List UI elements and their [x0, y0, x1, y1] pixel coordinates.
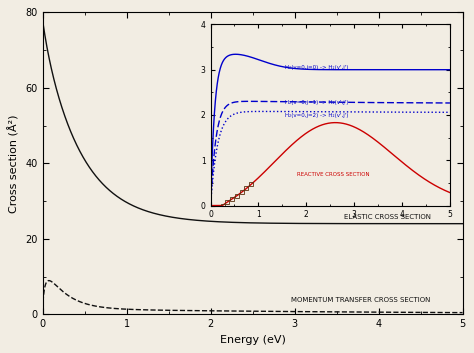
- Y-axis label: Cross section (Å²): Cross section (Å²): [9, 114, 20, 213]
- X-axis label: Energy (eV): Energy (eV): [219, 335, 285, 345]
- Text: ELASTIC CROSS SECTION: ELASTIC CROSS SECTION: [344, 214, 430, 220]
- Text: MOMENTUM TRANSFER CROSS SECTION: MOMENTUM TRANSFER CROSS SECTION: [291, 297, 430, 303]
